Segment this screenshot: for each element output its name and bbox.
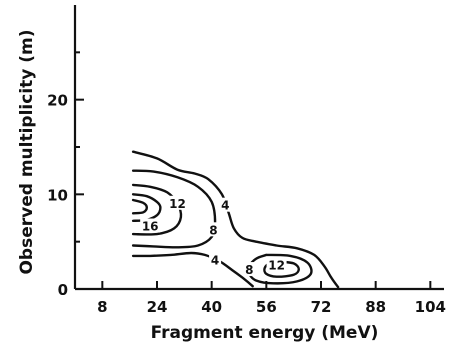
y-axis-title: Observed multiplicity (m) [17,29,37,274]
y-tick-label: 0 [58,281,68,299]
contour-label: 4 [221,199,229,213]
contour-label-background [209,252,222,267]
contour-label-background [140,218,161,233]
contour-label-background [266,257,287,272]
x-tick-label: 72 [311,298,332,316]
contour-label-background [207,222,220,237]
x-tick-label: 56 [256,298,277,316]
contour-label-background [167,195,188,210]
contour-label: 16 [142,220,159,234]
contour-line-level-16 [131,198,148,215]
contour-label: 4 [211,254,219,268]
contour-line-level-4 [131,251,254,288]
contour-label: 8 [245,263,253,277]
contour-line-level-4 [131,150,340,289]
y-tick-label: 10 [47,186,68,204]
contour-label: 12 [268,258,285,272]
x-tick-label: 40 [201,298,222,316]
contour-lines [131,150,340,289]
contour-label-background [243,262,256,277]
contour-label: 12 [169,197,186,211]
contour-label-background [219,197,232,212]
tick-marks [75,51,432,290]
axes [73,5,444,291]
contour-label: 8 [209,223,217,237]
contour-line-level-12 [131,183,183,236]
x-tick-label: 88 [365,298,386,316]
x-tick-label: 104 [415,298,446,316]
x-tick-label: 24 [147,298,168,316]
y-tick-label: 20 [47,92,68,110]
x-tick-label: 8 [97,298,107,316]
x-axis-title: Fragment energy (MeV) [151,323,379,343]
